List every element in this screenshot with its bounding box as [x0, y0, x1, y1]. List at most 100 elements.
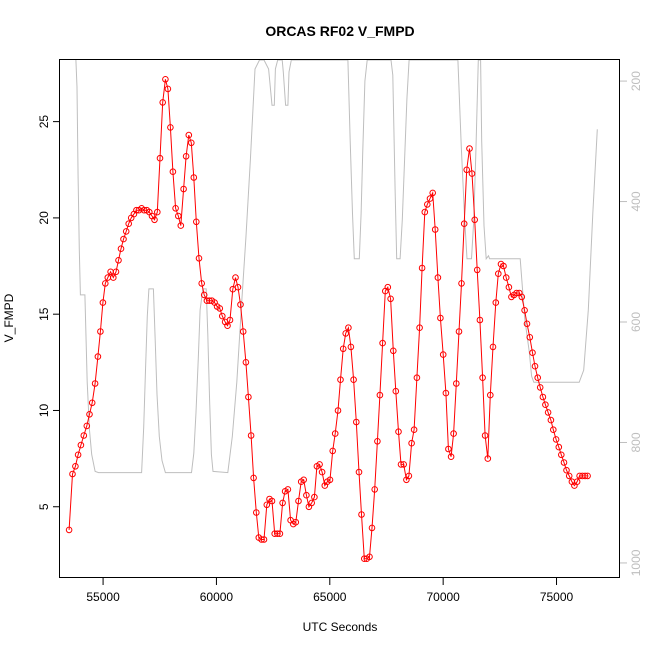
data-point [175, 212, 182, 220]
data-point [473, 266, 481, 274]
data-point [252, 509, 260, 516]
x-tick-label: 55000 [86, 590, 120, 604]
data-point [219, 312, 226, 320]
data-point [426, 195, 434, 202]
data-point [547, 416, 555, 424]
data-point [542, 401, 549, 409]
data-point [445, 445, 452, 453]
data-point [397, 461, 405, 468]
y-axis-label: V_FMPD [2, 293, 16, 342]
data-point [329, 447, 337, 455]
data-point [326, 476, 334, 484]
data-point [276, 530, 284, 538]
data-point [374, 438, 381, 445]
data-point [584, 472, 591, 480]
data-point [311, 493, 318, 501]
data-point [120, 235, 127, 243]
x-tick-label: 75000 [540, 590, 574, 604]
data-point [185, 131, 193, 139]
x-tick-label: 70000 [426, 590, 460, 604]
data-point [371, 486, 379, 493]
data-point [172, 205, 179, 212]
data-point [439, 351, 447, 358]
y-tick-label: 20 [37, 211, 51, 225]
data-point [308, 499, 316, 507]
data-point [263, 501, 271, 509]
data-point [334, 407, 342, 414]
data-point [424, 201, 431, 208]
data-point [69, 470, 76, 478]
data-point [198, 280, 205, 287]
data-point [466, 145, 473, 152]
data-point [193, 218, 200, 226]
data-point [471, 216, 479, 224]
data-point [453, 380, 460, 387]
data-point [177, 222, 185, 229]
data-point [390, 347, 397, 355]
data-point [379, 339, 386, 347]
y-tick-label: 15 [37, 307, 51, 321]
data-point [500, 262, 507, 270]
data-point [88, 399, 96, 407]
x-axis-label: UTC Seconds [303, 620, 378, 634]
data-point [260, 536, 268, 543]
data-point [560, 459, 568, 466]
x-tick-label: 65000 [313, 590, 347, 604]
y-axis: 5 10 15 20 25 [37, 115, 60, 510]
data-point [224, 322, 231, 330]
data-point [245, 393, 252, 401]
data-point [203, 297, 211, 305]
x-tick-label: 60000 [200, 590, 234, 604]
data-point [418, 264, 426, 272]
data-point [347, 343, 355, 351]
data-point [339, 345, 347, 353]
data-point [316, 461, 323, 468]
data-point [226, 316, 234, 324]
data-point [552, 436, 560, 443]
data-point [400, 461, 408, 468]
data-point [502, 274, 510, 281]
data-point [86, 411, 93, 418]
data-point [156, 154, 164, 162]
data-point [162, 76, 169, 83]
data-point [392, 387, 400, 395]
data-point [455, 328, 463, 335]
pressure-line-layer [75, 59, 598, 474]
data-point [437, 314, 444, 322]
right-tick-label: 600 [629, 312, 643, 332]
data-point [216, 305, 224, 312]
data-point [188, 139, 195, 147]
data-point [154, 208, 161, 216]
data-point [421, 208, 429, 216]
data-point [242, 359, 250, 366]
data-point [200, 291, 208, 299]
data-point [513, 289, 520, 297]
data-point [534, 374, 542, 382]
data-point [159, 99, 166, 106]
data-point [521, 307, 528, 314]
data-point [303, 491, 310, 499]
data-point [94, 353, 102, 360]
data-point [492, 299, 500, 306]
data-point [581, 472, 589, 480]
data-point [102, 280, 109, 287]
data-point [180, 185, 187, 193]
data-point [468, 170, 476, 177]
data-point [125, 220, 132, 227]
plot-frame [59, 59, 620, 578]
data-point [295, 497, 302, 505]
data-point [429, 189, 437, 197]
data-point [484, 455, 492, 462]
data-point [555, 443, 563, 451]
data-point [405, 472, 413, 480]
data-point [83, 422, 91, 430]
data-point [550, 426, 557, 434]
series-layer [65, 76, 591, 563]
data-point [232, 274, 239, 281]
right-tick-label: 200 [629, 71, 643, 91]
data-point [387, 295, 394, 303]
data-point [358, 511, 365, 518]
data-point [72, 463, 79, 470]
data-point [565, 472, 573, 480]
